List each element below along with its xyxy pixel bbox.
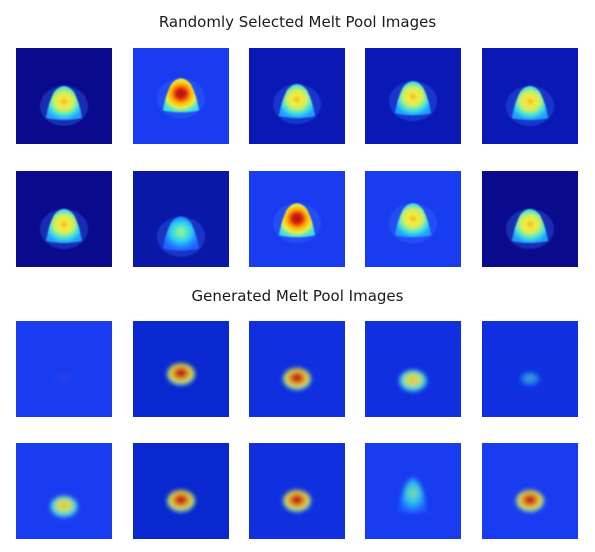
generated-images-title: Generated Melt Pool Images — [191, 287, 404, 305]
melt-pool-heatmap — [133, 321, 229, 417]
melt-pool-blob — [399, 477, 427, 513]
melt-pool-heatmap — [249, 321, 345, 417]
melt-pool-blob — [283, 368, 311, 390]
melt-pool-blob — [46, 209, 82, 243]
heatmap-background — [16, 321, 112, 417]
melt-pool-blob — [54, 372, 74, 386]
heatmap-background — [482, 321, 578, 417]
melt-pool-heatmap — [365, 171, 461, 267]
real-melt-pool-image — [249, 171, 345, 267]
real-melt-pool-image — [16, 48, 112, 144]
generated-melt-pool-image — [365, 443, 461, 539]
real-melt-pool-image — [482, 48, 578, 144]
generated-melt-pool-image — [482, 443, 578, 539]
melt-pool-heatmap — [249, 443, 345, 539]
melt-pool-blob — [163, 78, 199, 113]
melt-pool-blob — [516, 490, 544, 512]
melt-pool-heatmap — [16, 321, 112, 417]
melt-pool-blob — [399, 369, 427, 392]
generated-melt-pool-image — [133, 321, 229, 417]
real-images-title: Randomly Selected Melt Pool Images — [158, 13, 437, 31]
real-melt-pool-image — [365, 171, 461, 267]
melt-pool-heatmap — [482, 171, 578, 267]
melt-pool-heatmap — [133, 48, 229, 144]
melt-pool-blob — [512, 209, 548, 243]
melt-pool-blob — [395, 203, 431, 238]
generated-melt-pool-image — [482, 321, 578, 417]
melt-pool-blob — [50, 495, 78, 518]
generated-melt-pool-image — [16, 443, 112, 539]
melt-pool-blob — [46, 86, 82, 120]
melt-pool-heatmap — [133, 443, 229, 539]
melt-pool-heatmap — [16, 443, 112, 539]
generated-melt-pool-image — [249, 321, 345, 417]
melt-pool-blob — [167, 490, 195, 512]
melt-pool-heatmap — [482, 321, 578, 417]
melt-pool-blob — [395, 81, 431, 116]
melt-pool-heatmap — [133, 171, 229, 267]
melt-pool-heatmap — [16, 171, 112, 267]
melt-pool-heatmap — [16, 48, 112, 144]
melt-pool-heatmap — [482, 48, 578, 144]
generated-melt-pool-image — [249, 443, 345, 539]
melt-pool-blob — [283, 490, 311, 512]
real-melt-pool-image — [133, 171, 229, 267]
melt-pool-heatmap — [249, 171, 345, 267]
melt-pool-heatmap — [365, 48, 461, 144]
heatmap-background — [16, 443, 112, 539]
melt-pool-blob — [279, 84, 315, 119]
melt-pool-blob — [167, 363, 195, 386]
generated-melt-pool-image — [16, 321, 112, 417]
melt-pool-blob — [520, 372, 540, 386]
generated-melt-pool-image — [365, 321, 461, 417]
melt-pool-blob — [279, 203, 315, 238]
generated-melt-pool-image — [133, 443, 229, 539]
real-melt-pool-image — [365, 48, 461, 144]
melt-pool-heatmap — [249, 48, 345, 144]
melt-pool-heatmap — [365, 443, 461, 539]
melt-pool-blob — [163, 216, 199, 251]
real-melt-pool-image — [16, 171, 112, 267]
melt-pool-heatmap — [482, 443, 578, 539]
real-melt-pool-image — [249, 48, 345, 144]
real-melt-pool-image — [133, 48, 229, 144]
real-melt-pool-image — [482, 171, 578, 267]
melt-pool-blob — [512, 86, 548, 120]
melt-pool-heatmap — [365, 321, 461, 417]
heatmap-background — [365, 321, 461, 417]
